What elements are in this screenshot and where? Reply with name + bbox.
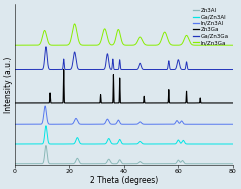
Legend: Zn3Al, Ga/Zn3Al, In/Zn3Al, Zn3Ga, Ga/Zn3Ga, In/Zn3Ga: Zn3Al, Ga/Zn3Al, In/Zn3Al, Zn3Ga, Ga/Zn3…: [192, 7, 230, 46]
Y-axis label: Intensity (a.u.): Intensity (a.u.): [4, 57, 13, 113]
X-axis label: 2 Theta (degrees): 2 Theta (degrees): [90, 176, 158, 185]
